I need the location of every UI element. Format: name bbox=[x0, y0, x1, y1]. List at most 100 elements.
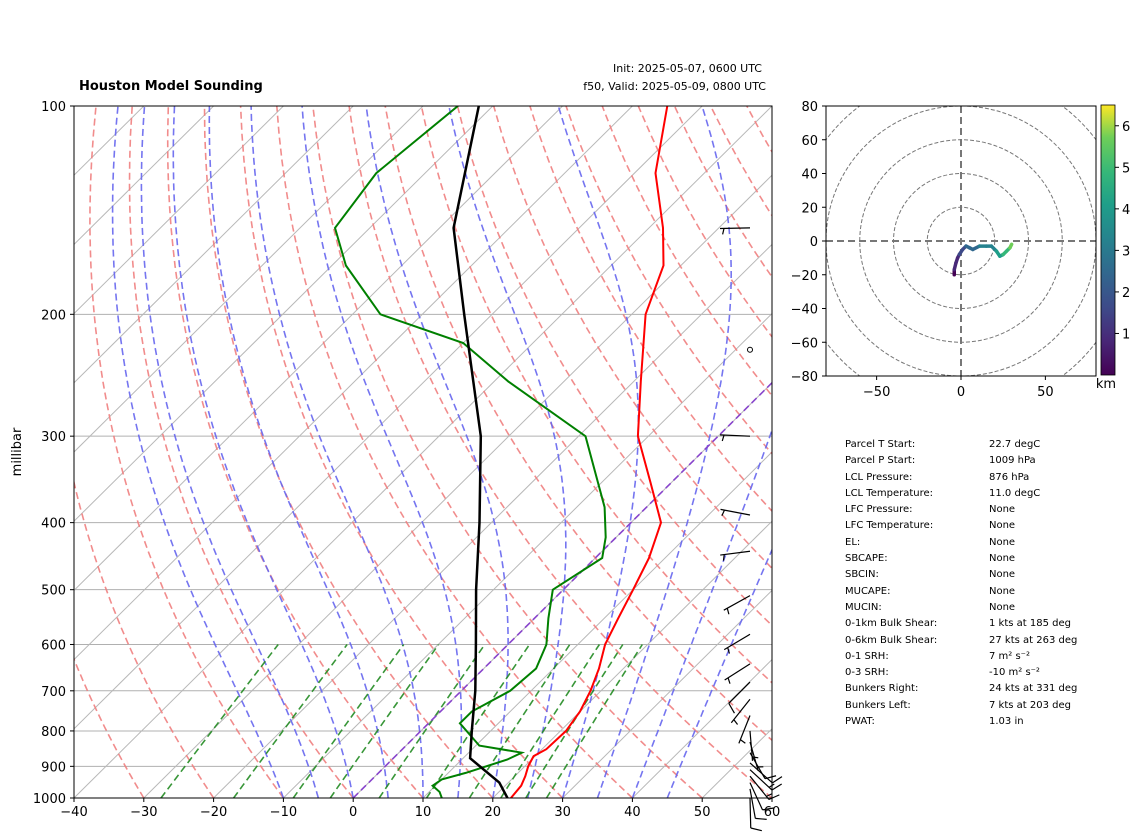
wind-barb-shaft bbox=[723, 595, 751, 611]
moist-adiabat bbox=[448, 106, 567, 798]
wind-barb bbox=[720, 434, 751, 442]
parameter-row: PWAT: 1.03 in bbox=[845, 714, 1077, 730]
wind-barb-half bbox=[727, 677, 731, 684]
parameter-row: 0-1 SRH: 7 m² s⁻² bbox=[845, 649, 1077, 665]
moist-adiabat bbox=[301, 106, 463, 798]
parameter-label: LCL Pressure: bbox=[845, 471, 913, 483]
dry-adiabat bbox=[529, 106, 772, 513]
parameter-row: MUCAPE: None bbox=[845, 584, 1077, 600]
dry-adiabat bbox=[456, 106, 772, 627]
wind-barb-shaft bbox=[749, 788, 756, 819]
y-tick-label: 300 bbox=[41, 430, 66, 445]
wind-barb bbox=[719, 227, 751, 235]
wind-barb-half bbox=[721, 509, 726, 516]
isotherm-line bbox=[74, 106, 214, 246]
moist-adiabat bbox=[172, 106, 354, 798]
parameter-value: None bbox=[989, 553, 1016, 565]
x-tick-label: 20 bbox=[485, 805, 502, 820]
wind-barb-full bbox=[728, 703, 735, 714]
y-tick-label: 900 bbox=[41, 760, 66, 775]
mixing-ratio-line bbox=[160, 644, 279, 798]
parameter-row: Bunkers Left: 7 kts at 203 deg bbox=[845, 698, 1077, 714]
parameter-row: 0-6km Bulk Shear: 27 kts at 263 deg bbox=[845, 633, 1077, 649]
mixing-ratio-line bbox=[525, 644, 624, 798]
y-tick-label: 500 bbox=[41, 584, 66, 599]
y-tick-label: 1000 bbox=[33, 792, 66, 807]
parameter-value: 876 hPa bbox=[989, 471, 1030, 483]
isotherm-line bbox=[492, 520, 772, 798]
parameter-label: EL: bbox=[845, 536, 861, 548]
colorbar-tick-label: 3 bbox=[1122, 244, 1130, 259]
wind-barb bbox=[749, 788, 767, 820]
wind-barb-half bbox=[727, 647, 731, 654]
colorbar-label: km bbox=[1096, 377, 1116, 392]
parameter-value: None bbox=[989, 569, 1016, 581]
parameter-row: SBCAPE: None bbox=[845, 551, 1077, 567]
wind-barb-shaft bbox=[720, 434, 751, 437]
parameter-label: MUCAPE: bbox=[845, 585, 891, 597]
mixing-ratio-line bbox=[232, 644, 348, 798]
wind-barb-shaft bbox=[749, 775, 770, 800]
hodo-y-tick-label: 40 bbox=[801, 168, 818, 183]
parcel-profile bbox=[452, 106, 509, 798]
wind-barb-half bbox=[739, 739, 746, 744]
colorbar-tick-label: 1 bbox=[1122, 327, 1130, 342]
moist-adiabat bbox=[208, 106, 389, 798]
parameter-label: LFC Temperature: bbox=[845, 520, 934, 532]
dry-adiabat bbox=[276, 106, 633, 798]
wind-barb-shaft bbox=[749, 769, 773, 791]
parameter-row: Parcel T Start: 22.7 degC bbox=[845, 437, 1077, 453]
parameter-row: 0-1km Bulk Shear: 1 kts at 185 deg bbox=[845, 616, 1077, 632]
hodograph-trace bbox=[952, 242, 1014, 277]
wind-barb bbox=[749, 730, 759, 761]
parameter-value: 22.7 degC bbox=[989, 439, 1041, 450]
wind-barb-full bbox=[771, 783, 783, 791]
mixing-ratio-line bbox=[425, 644, 531, 798]
dry-adiabat bbox=[348, 106, 772, 798]
mixing-ratio-line bbox=[329, 644, 440, 798]
wind-barb-full bbox=[764, 775, 777, 780]
isotherm-line bbox=[422, 451, 772, 798]
wind-barb-shaft bbox=[724, 663, 751, 681]
parameter-row: EL: None bbox=[845, 535, 1077, 551]
moist-adiabat bbox=[140, 106, 320, 798]
x-tick-label: 40 bbox=[624, 805, 641, 820]
parameter-value: None bbox=[989, 536, 1016, 548]
dry-adiabat bbox=[128, 106, 354, 798]
parameter-label: MUCIN: bbox=[845, 601, 882, 613]
parameter-row: MUCIN: None bbox=[845, 600, 1077, 616]
parameter-value: 24 kts at 331 deg bbox=[989, 683, 1078, 695]
x-tick-label: 0 bbox=[349, 805, 357, 820]
isotherm-line bbox=[74, 106, 703, 730]
wind-barb bbox=[728, 681, 751, 714]
parameter-row: LFC Temperature: None bbox=[845, 518, 1077, 534]
wind-barb-shaft bbox=[738, 715, 751, 744]
wind-barb-calm bbox=[747, 346, 753, 353]
y-tick-label: 800 bbox=[41, 725, 66, 740]
wind-barb bbox=[747, 346, 753, 353]
chart-title: Houston Model Sounding bbox=[79, 79, 263, 94]
wind-barb-shaft bbox=[749, 730, 754, 761]
parameter-row: LCL Pressure: 876 hPa bbox=[845, 470, 1077, 486]
parameter-value: 11.0 degC bbox=[989, 487, 1041, 499]
parameter-row: Parcel P Start: 1009 hPa bbox=[845, 453, 1077, 469]
dry-adiabat bbox=[74, 479, 215, 798]
wind-barb bbox=[730, 698, 751, 725]
mixing-ratio-line bbox=[545, 644, 643, 798]
wind-barb-full bbox=[762, 807, 774, 811]
parameter-label: LCL Temperature: bbox=[845, 487, 934, 499]
hodo-y-tick-label: −20 bbox=[791, 269, 818, 284]
skew-t-profiles bbox=[333, 106, 669, 798]
moist-adiabat bbox=[111, 106, 285, 798]
wind-barb-shaft bbox=[749, 782, 764, 811]
hodo-y-tick-label: 0 bbox=[810, 235, 818, 250]
parameter-label: SBCIN: bbox=[845, 569, 879, 581]
wind-barb bbox=[749, 782, 774, 811]
wind-barb-shaft bbox=[730, 698, 751, 724]
colorbar-tick-label: 2 bbox=[1122, 286, 1130, 301]
dewpoint-profile bbox=[333, 106, 607, 798]
x-tick-label: −20 bbox=[200, 805, 227, 820]
hodo-y-tick-label: 80 bbox=[801, 100, 818, 115]
mixing-ratio-line bbox=[468, 644, 571, 798]
